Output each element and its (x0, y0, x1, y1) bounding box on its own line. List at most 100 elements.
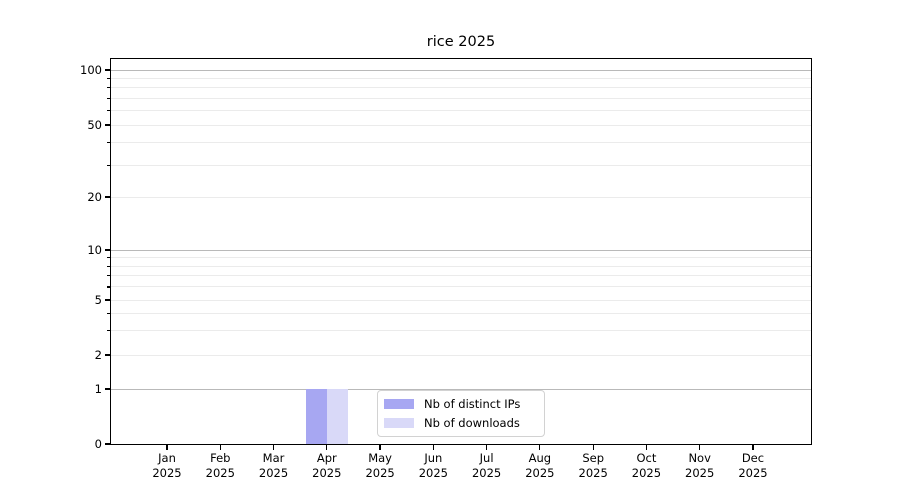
y-tick-label-100: 100 (80, 63, 102, 77)
x-tick-Oct (645, 445, 648, 450)
x-label-year: 2025 (152, 466, 182, 480)
x-tick-label-Feb: Feb 2025 (188, 451, 252, 481)
gridline-minor-4 (111, 312, 812, 314)
x-tick-label-Jun: Jun 2025 (401, 451, 465, 481)
axis-spine-top (110, 57, 813, 59)
gridline-major-10 (111, 249, 812, 251)
x-label-year: 2025 (365, 466, 395, 480)
x-tick-label-Jul: Jul 2025 (455, 451, 519, 481)
x-tick-label-Mar: Mar 2025 (242, 451, 306, 481)
x-tick-label-Dec: Dec 2025 (721, 451, 785, 481)
gridline-minor-90 (111, 77, 812, 79)
axis-spine-right (811, 57, 813, 446)
y-minor-tick-7 (107, 275, 110, 277)
y-tick-1 (105, 388, 110, 390)
legend-label-downloads: Nb of downloads (424, 416, 520, 430)
y-tick-0 (105, 443, 110, 445)
x-tick-label-Nov: Nov 2025 (668, 451, 732, 481)
x-tick-Dec (752, 445, 754, 450)
x-tick-Sep (592, 445, 594, 450)
gridline-minor-50 (111, 124, 812, 126)
x-label-month: Dec (741, 451, 765, 465)
x-tick-label-May: May 2025 (348, 451, 412, 481)
x-label-year: 2025 (685, 466, 715, 480)
x-label-month: Nov (688, 451, 711, 465)
axis-spine-bottom (110, 444, 813, 446)
legend-swatch-distinct-ips (384, 399, 414, 409)
x-label-month: Feb (210, 451, 231, 465)
x-tick-Feb (219, 445, 221, 450)
x-label-month: Jun (424, 451, 443, 465)
bar-Apr-nb-of-distinct-ips (305, 389, 327, 444)
gridline-minor-3 (111, 330, 812, 332)
x-label-year: 2025 (418, 466, 448, 480)
chart-title: rice 2025 (426, 34, 496, 50)
y-minor-tick-90 (107, 77, 110, 80)
x-label-month: May (368, 451, 392, 465)
gridline-minor-7 (111, 275, 812, 277)
x-tick-label-Jan: Jan 2025 (135, 451, 199, 481)
gridline-major-100 (111, 69, 812, 71)
gridline-minor-2 (111, 354, 812, 356)
bar-Apr-nb-of-downloads (326, 389, 349, 444)
y-minor-tick-3 (107, 330, 110, 332)
gridline-minor-40 (111, 142, 812, 144)
x-tick-Nov (699, 445, 701, 450)
y-minor-tick-80 (107, 87, 110, 89)
x-tick-label-Apr: Apr 2025 (295, 451, 359, 481)
x-label-month: Jul (479, 451, 494, 465)
x-tick-May (379, 445, 381, 450)
y-minor-tick-5 (107, 299, 110, 301)
legend-swatch-downloads (384, 418, 414, 428)
x-tick-label-Aug: Aug 2025 (508, 451, 572, 481)
x-tick-Jan (166, 445, 168, 450)
x-tick-Mar (272, 445, 275, 450)
y-tick-100 (105, 69, 110, 71)
x-tick-Jun (432, 445, 434, 450)
x-label-year: 2025 (258, 466, 289, 480)
y-tick-label-10: 10 (87, 243, 102, 257)
gridline-minor-8 (111, 265, 812, 267)
gridline-major-1 (111, 388, 812, 390)
gridline-minor-80 (111, 87, 812, 89)
x-label-year: 2025 (578, 466, 608, 480)
y-minor-tick-30 (107, 164, 110, 166)
x-label-month: Mar (262, 451, 285, 465)
y-tick-label-50: 50 (87, 118, 102, 132)
y-minor-tick-6 (107, 286, 110, 288)
gridline-minor-20 (111, 196, 812, 198)
gridline-minor-30 (111, 164, 812, 166)
legend-label-distinct-ips: Nb of distinct IPs (424, 397, 521, 411)
x-label-year: 2025 (312, 466, 342, 480)
y-tick-label-2: 2 (94, 348, 102, 362)
y-minor-tick-9 (107, 257, 110, 259)
gridline-minor-9 (111, 257, 812, 259)
x-label-month: Sep (582, 451, 604, 465)
x-label-year: 2025 (631, 466, 662, 480)
axis-spine-left (110, 57, 112, 446)
x-label-month: Aug (528, 451, 552, 465)
legend-item-distinct-ips: Nb of distinct IPs (384, 397, 536, 411)
y-minor-tick-60 (107, 110, 110, 112)
x-tick-Aug (539, 445, 541, 450)
y-tick-10 (105, 249, 110, 251)
gridline-minor-6 (111, 286, 812, 288)
y-tick-label-5: 5 (94, 293, 102, 307)
x-label-month: Jan (158, 451, 176, 465)
x-tick-Jul (486, 445, 488, 450)
y-minor-tick-8 (107, 265, 110, 267)
x-tick-label-Oct: Oct 2025 (614, 451, 678, 481)
gridline-minor-70 (111, 97, 812, 99)
legend: Nb of distinct IPs Nb of downloads (377, 390, 545, 437)
x-label-year: 2025 (471, 466, 502, 480)
legend-item-downloads: Nb of downloads (384, 416, 536, 430)
x-label-month: Apr (316, 451, 337, 465)
y-tick-label-1: 1 (94, 382, 102, 396)
y-minor-tick-70 (107, 97, 110, 99)
x-tick-Apr (326, 445, 328, 450)
y-minor-tick-2 (107, 354, 110, 356)
y-tick-label-0: 0 (94, 437, 102, 451)
gridline-minor-60 (111, 110, 812, 112)
x-label-month: Oct (636, 451, 657, 465)
y-minor-tick-40 (107, 142, 110, 144)
